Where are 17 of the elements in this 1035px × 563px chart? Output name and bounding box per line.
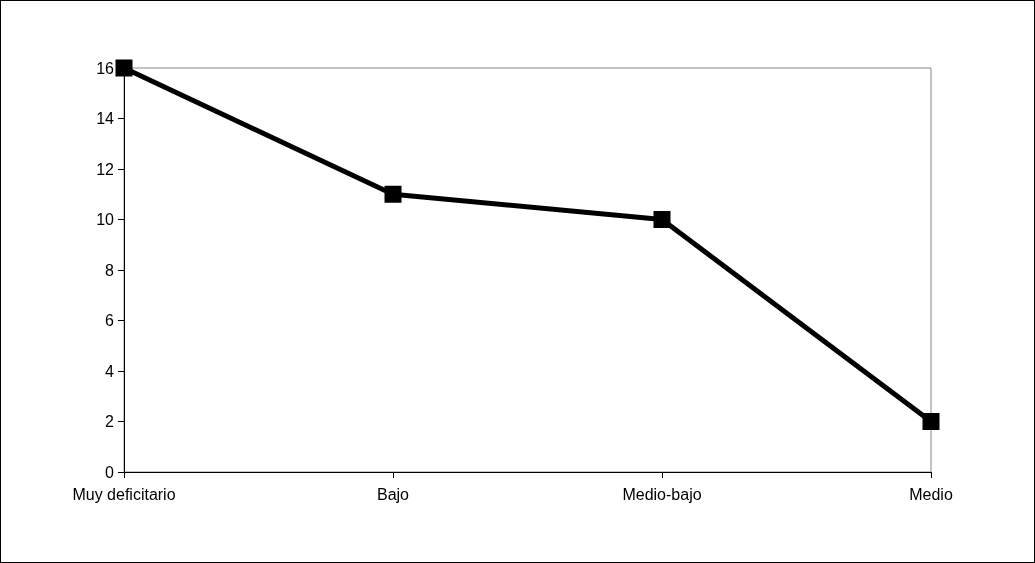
y-tick-label: 8	[105, 261, 115, 279]
y-tick-label: 6	[105, 312, 115, 329]
y-tick-label: 14	[96, 110, 115, 127]
y-tick-label: 2	[105, 413, 115, 430]
y-tick-label: 4	[105, 362, 115, 380]
y-tick-label: 16	[96, 59, 115, 77]
y-tick-label: 0	[105, 463, 115, 481]
point	[653, 211, 671, 228]
x-tick-label: Medio	[909, 485, 953, 503]
x-tick-label: Bajo	[376, 485, 410, 503]
point	[115, 59, 133, 77]
x-tick-label: Medio-bajo	[622, 485, 702, 503]
y-tick-label: 12	[96, 160, 115, 178]
x-tick-label: Muy deficitario	[72, 485, 176, 503]
point	[922, 413, 940, 430]
point	[384, 185, 402, 203]
y-tick-label: 10	[96, 211, 115, 228]
